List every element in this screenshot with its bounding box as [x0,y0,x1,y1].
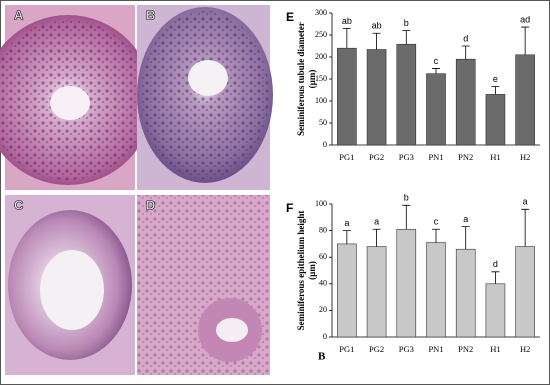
significance-letter: c [434,56,439,66]
x-tick-label: PN1 [428,152,443,162]
x-tick-label: H1 [490,152,500,162]
bar [366,49,387,146]
significance-letter: d [493,259,498,269]
x-tick-label: H2 [520,344,530,354]
x-tick-label: PN1 [428,344,443,354]
significance-letter: ab [342,16,352,26]
x-tick-label: H2 [520,152,530,162]
error-bar [402,30,411,45]
y-tick-label: 50 [319,118,327,127]
significance-letter: a [374,217,379,227]
bar [455,248,476,338]
error-bar [432,68,440,74]
bar [396,43,417,146]
y-axis-label: Seminiferous epithelium height [296,211,306,331]
significance-letter: a [463,214,468,224]
error-bar [521,26,530,55]
bar [455,58,476,146]
bar [337,243,357,338]
annotation: B [318,351,326,363]
y-tick-label: 100 [315,96,327,105]
x-tick-label: PG3 [399,152,414,162]
panel-label: A [14,7,24,22]
x-tick-label: PG2 [369,152,384,162]
x-tick-label: PG2 [369,344,384,354]
y-tick-label: 40 [319,279,327,288]
significance-letter: a [344,218,349,228]
bar [515,246,535,338]
x-tick-label: PN2 [458,152,473,162]
x-tick-label: H1 [490,344,500,354]
error-bar [402,204,411,230]
y-tick-label: 20 [319,305,327,314]
y-tick-label: 100 [315,199,327,208]
bar [337,47,357,146]
significance-letter: a [523,197,528,207]
error-bar [521,208,530,247]
error-bar [432,228,440,243]
bar [426,73,446,146]
x-tick-label: PG1 [339,152,354,162]
significance-letter: ad [520,14,530,24]
bar [426,242,446,338]
significance-letter: b [404,193,409,203]
bar [485,94,506,146]
error-bar [372,228,381,247]
micrographs: A B C D [0,5,273,375]
error-bar [342,28,351,49]
significance-letter: b [404,18,409,28]
y-tick-label: 250 [315,30,327,39]
y-tick-label: 0 [323,140,327,149]
panel-label: B [146,7,155,22]
y-axis-unit: (µm) [307,261,317,280]
panel-label: F [286,201,293,215]
y-tick-label: 200 [315,52,327,61]
panel-label: C [14,197,24,212]
significance-letter: d [463,33,468,43]
bar [366,246,387,338]
error-bar [372,32,381,50]
y-tick-label: 80 [319,225,327,234]
y-tick-label: 0 [323,332,327,341]
x-tick-label: PG1 [339,344,354,354]
x-tick-label: PN2 [458,344,473,354]
error-bar [461,45,470,60]
y-axis-unit: (µm) [307,70,317,89]
error-bar [491,86,500,95]
significance-letter: c [434,217,439,227]
bar [485,283,506,338]
panel-label: E [286,10,294,24]
y-tick-label: 60 [319,252,327,261]
significance-letter: ab [372,21,382,31]
x-tick-label: PG3 [399,344,414,354]
bar [515,54,535,146]
error-bar [461,226,470,250]
y-axis-label: Seminiferous tubule diameter [296,22,306,136]
significance-letter: e [493,74,498,84]
error-bar [342,230,351,244]
y-tick-label: 150 [315,74,327,83]
y-tick-label: 300 [315,8,327,17]
error-bar [491,271,500,284]
bar [396,228,417,338]
panel-label: D [146,197,155,212]
